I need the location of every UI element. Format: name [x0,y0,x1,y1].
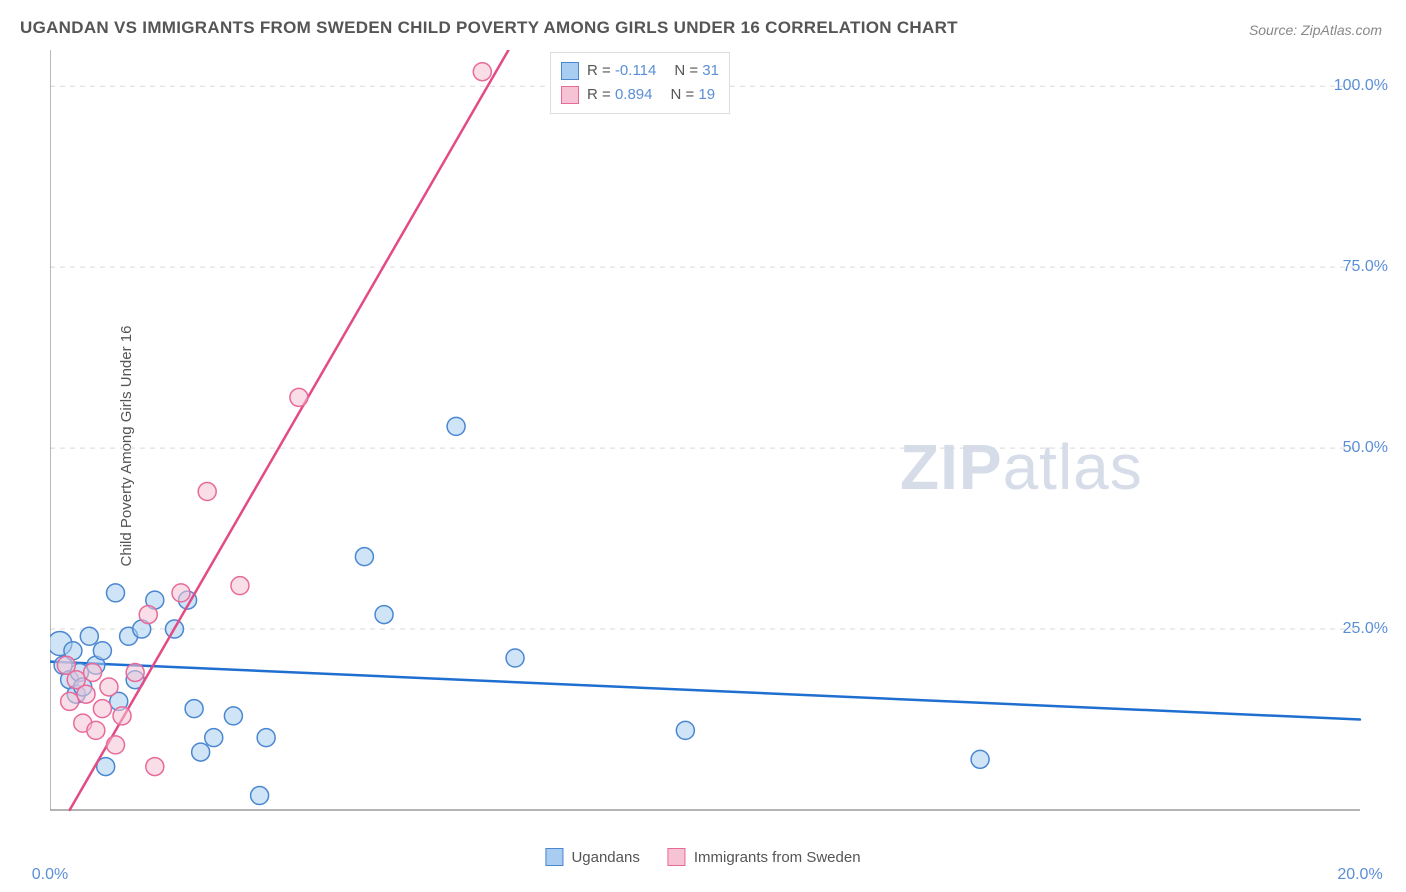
stat-n-value: 19 [698,86,715,103]
stat-n-label: N = [670,86,698,103]
plot-area [50,50,1380,830]
chart-title: UGANDAN VS IMMIGRANTS FROM SWEDEN CHILD … [20,18,958,38]
watermark-bold: ZIP [900,431,1003,503]
legend-swatch [561,62,579,80]
y-tick-label: 100.0% [1334,77,1388,95]
legend-item: Ugandans [545,848,639,866]
legend-label: Ugandans [571,849,639,866]
stat-r-value: -0.114 [615,62,656,79]
stat-n-value: 31 [702,62,719,79]
y-tick-label: 75.0% [1343,258,1388,276]
stats-row: R = -0.114 N = 31 [561,59,719,83]
y-tick-label: 25.0% [1343,620,1388,638]
bottom-legend: Ugandans Immigrants from Sweden [545,848,860,866]
source-label: Source: ZipAtlas.com [1249,22,1382,38]
legend-swatch [545,848,563,866]
legend-swatch [668,848,686,866]
y-tick-label: 50.0% [1343,439,1388,457]
stat-n-label: N = [674,62,702,79]
legend-item: Immigrants from Sweden [668,848,861,866]
legend-swatch [561,86,579,104]
legend-label: Immigrants from Sweden [694,849,861,866]
watermark-light: atlas [1003,431,1143,503]
stat-r-label: R = [587,62,615,79]
stats-legend-box: R = -0.114 N = 31 R = 0.894 N = 19 [550,52,730,114]
stat-r-value: 0.894 [615,86,653,103]
stats-row: R = 0.894 N = 19 [561,83,719,107]
scatter-chart [50,50,1380,830]
watermark: ZIPatlas [900,430,1143,504]
stat-r-label: R = [587,86,615,103]
x-tick-label: 0.0% [32,866,68,884]
x-tick-label: 20.0% [1337,866,1382,884]
